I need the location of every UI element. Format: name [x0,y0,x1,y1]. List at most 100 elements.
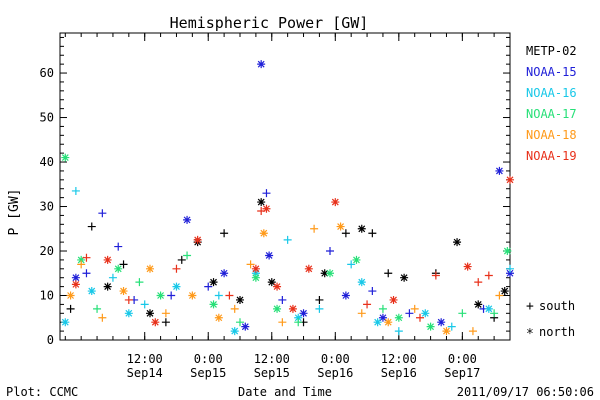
north-point [188,291,197,300]
y-tick-label: 60 [40,66,54,80]
south-point [310,224,319,233]
north-point [172,282,181,291]
legend: METP-02 NOAA-15 NOAA-16 NOAA-17 NOAA-18 NOAA-… [526,44,577,342]
south-marker-symbol: + [526,299,534,314]
north-point [484,304,493,313]
north-point [251,264,260,273]
south-point [394,327,403,336]
north-point [236,295,244,304]
north-point [151,318,160,327]
north-point [103,255,112,264]
north-point [294,313,303,322]
south-point [283,235,292,244]
north-point [265,251,274,260]
legend-entry-noaa-16: NOAA-16 [526,86,577,100]
north-point [156,291,165,300]
south-point [315,295,324,304]
y-tick-label: 20 [40,244,54,258]
north-point [426,322,435,331]
north-point [299,309,308,318]
south-point [458,309,467,318]
south-point [357,309,366,318]
south-point [384,269,393,278]
south-point [77,260,86,269]
south-point [82,253,91,262]
north-point [77,255,86,264]
north-point [257,198,266,207]
south-point [98,209,107,218]
south-point [220,229,229,238]
north-point [124,309,133,318]
south-point [506,264,514,273]
north-point [273,282,282,291]
south-point [405,309,414,318]
south-point [230,304,239,313]
south-point [114,242,123,251]
north-point [146,309,154,318]
south-point [495,291,504,300]
north-point [352,255,361,264]
x-tick-time-label: 0:00 [321,352,350,366]
x-tick-time-label: 12:00 [127,352,163,366]
north-point [394,313,403,322]
north-point [320,269,329,278]
south-point [135,278,144,287]
plot-frame [59,32,511,341]
north-point [262,204,271,213]
south-point [347,260,356,269]
north-point [357,224,366,233]
north-point [463,262,472,271]
north-point [341,291,350,300]
south-point [368,229,377,238]
x-tick-date-label: Sep14 [127,366,163,380]
legend-entry-noaa-19: NOAA-19 [526,149,577,163]
south-point [262,189,271,198]
x-tick-date-label: Sep15 [190,366,226,380]
south-point [214,291,223,300]
x-tick-date-label: Sep15 [254,366,290,380]
north-point [495,166,504,175]
south-point [278,295,287,304]
north-point [453,238,462,247]
north-point [257,60,266,69]
south-marker-label: south [539,299,575,313]
north-point [209,300,218,309]
x-tick-time-label: 12:00 [254,352,290,366]
north-point [87,287,96,296]
south-point [315,304,324,313]
south-point [326,247,334,256]
north-point [500,287,509,296]
series-noaa-18 [66,222,504,336]
axes: 010203040506012:00Sep140:00Sep1512:00Sep… [40,32,511,380]
south-point [177,255,186,264]
x-tick-date-label: Sep16 [381,366,417,380]
south-point [341,229,350,238]
south-point [93,304,102,313]
north-point [503,247,512,256]
plot-timestamp: 2011/09/17 06:50:06 [457,385,594,399]
south-point [474,278,483,287]
north-point [193,235,202,244]
south-point [416,313,424,322]
x-tick-date-label: Sep17 [444,366,480,380]
north-point [474,300,483,309]
south-point [236,318,244,327]
x-tick-time-label: 12:00 [381,352,417,366]
x-tick-date-label: Sep16 [317,366,353,380]
south-point [246,260,255,269]
south-point [66,304,75,313]
north-point [71,273,80,282]
north-point [119,287,128,296]
south-point [161,309,170,318]
north-point [421,309,430,318]
north-point [437,318,446,327]
north-point [331,198,340,207]
north-point [220,269,229,278]
north-point [61,318,70,327]
south-point [363,300,372,309]
series-metp-02 [66,198,509,327]
north-point [259,229,268,238]
north-point [357,278,366,287]
north-point [103,282,112,291]
